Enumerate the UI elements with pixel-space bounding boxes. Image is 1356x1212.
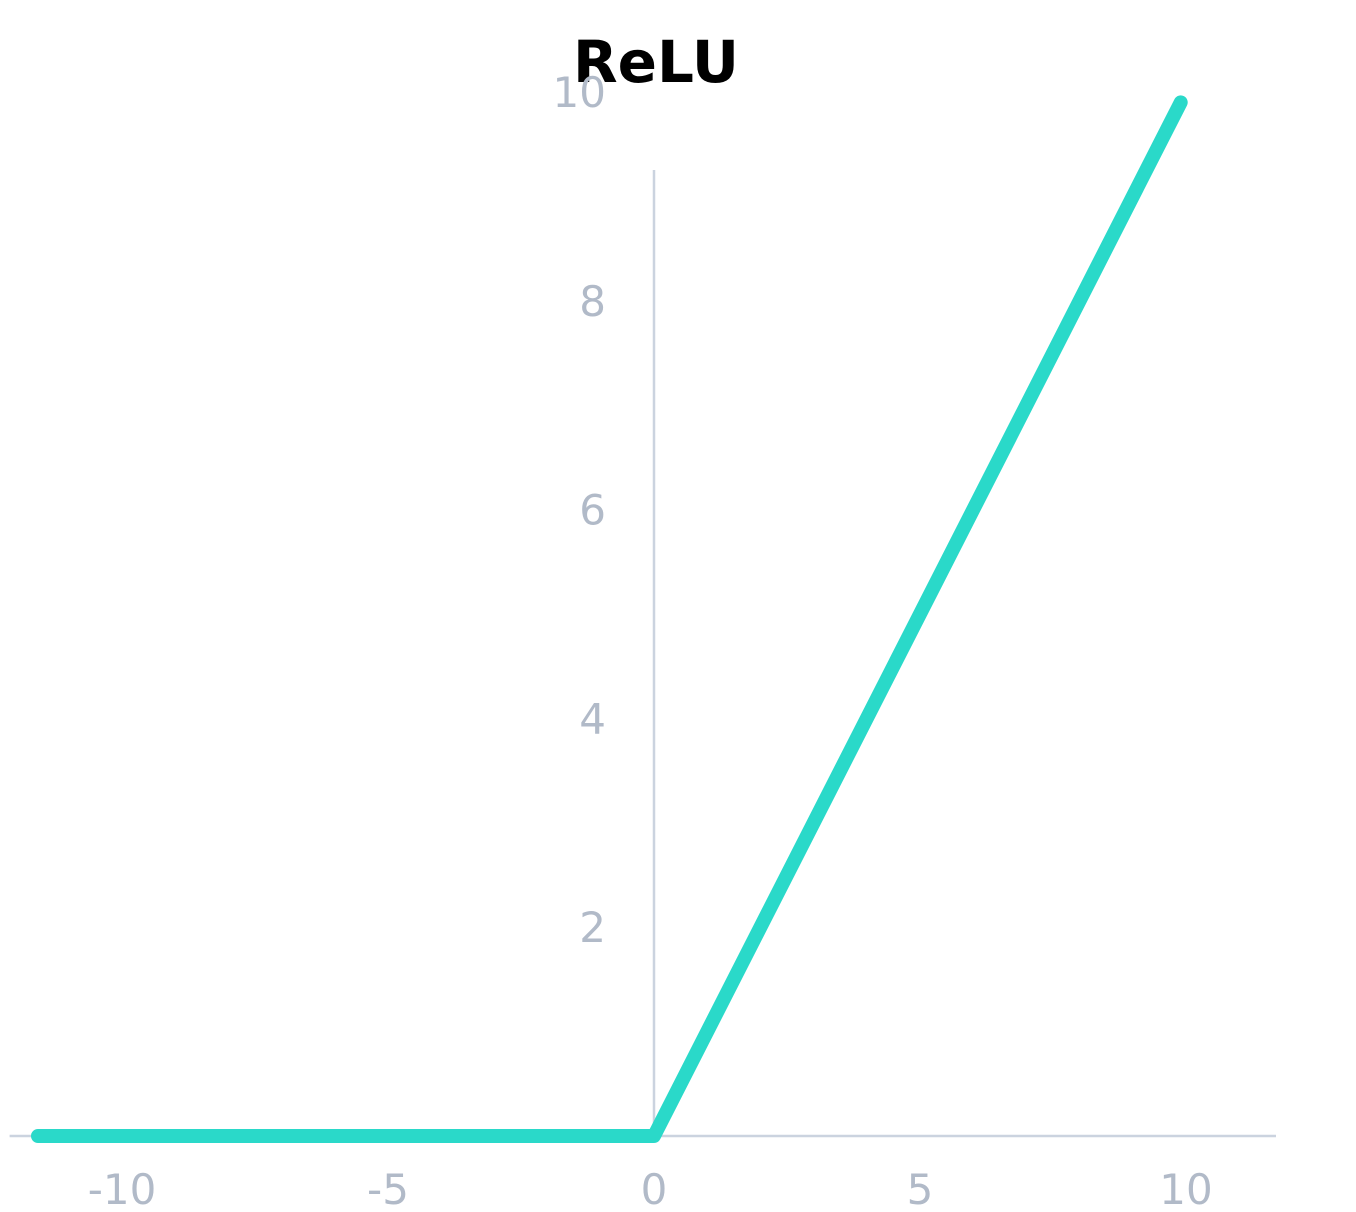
axes bbox=[9, 170, 1276, 1138]
x-tick-label: 0 bbox=[641, 1165, 668, 1212]
y-tick-label: 10 bbox=[553, 68, 606, 117]
y-tick-label: 2 bbox=[579, 903, 606, 952]
tick-labels: -10 -5 0 5 10 2 4 6 8 10 bbox=[88, 68, 1213, 1212]
x-tick-label: -5 bbox=[367, 1165, 409, 1212]
y-tick-label: 6 bbox=[579, 486, 606, 535]
chart-title: ReLU bbox=[573, 28, 739, 96]
x-tick-label: 5 bbox=[907, 1165, 934, 1212]
relu-series-line bbox=[31, 95, 1188, 1143]
x-tick-label: -10 bbox=[88, 1165, 157, 1212]
x-tick-label: 10 bbox=[1159, 1165, 1212, 1212]
y-tick-label: 4 bbox=[579, 694, 606, 743]
series bbox=[31, 95, 1188, 1143]
y-tick-label: 8 bbox=[579, 277, 606, 326]
